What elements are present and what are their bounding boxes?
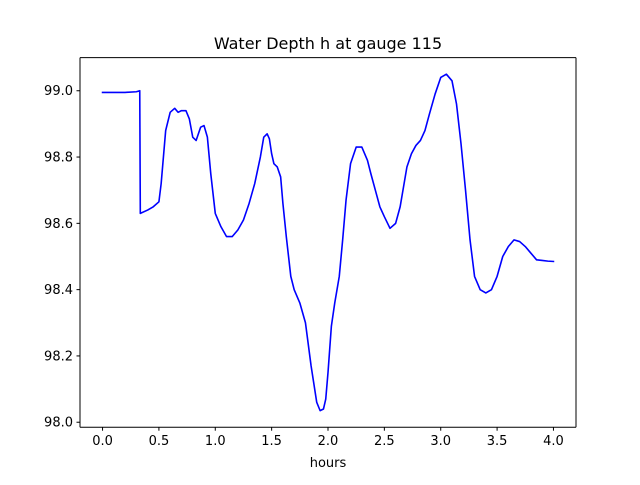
y-tick-label: 98.4 [44, 283, 73, 298]
x-tick-label: 4.0 [543, 434, 564, 449]
y-tick-label: 99.0 [44, 84, 73, 99]
x-tick-label: 2.0 [318, 434, 339, 449]
x-axis-ticks: 0.0 0.5 1.0 1.5 2.0 2.5 3.0 3.5 4.0 [92, 427, 564, 449]
y-tick-label: 98.8 [44, 151, 73, 166]
y-tick-label: 98.0 [44, 416, 73, 431]
x-tick-label: 0.5 [149, 434, 170, 449]
x-tick-label: 1.5 [261, 434, 282, 449]
x-tick-label: 2.5 [374, 434, 395, 449]
y-tick-label: 98.6 [44, 217, 73, 232]
series-line-0 [101, 73, 555, 412]
x-tick-label: 3.0 [430, 434, 451, 449]
x-axis-label: hours [310, 456, 347, 471]
y-tick-label: 98.2 [44, 349, 73, 364]
x-tick-label: 3.5 [487, 434, 508, 449]
y-axis-ticks: 98.0 98.2 98.4 98.6 98.8 99.0 [44, 84, 80, 431]
chart-title: Water Depth h at gauge 115 [214, 34, 442, 53]
x-tick-label: 0.0 [92, 434, 113, 449]
x-tick-label: 1.0 [205, 434, 226, 449]
series-layer [101, 73, 555, 412]
